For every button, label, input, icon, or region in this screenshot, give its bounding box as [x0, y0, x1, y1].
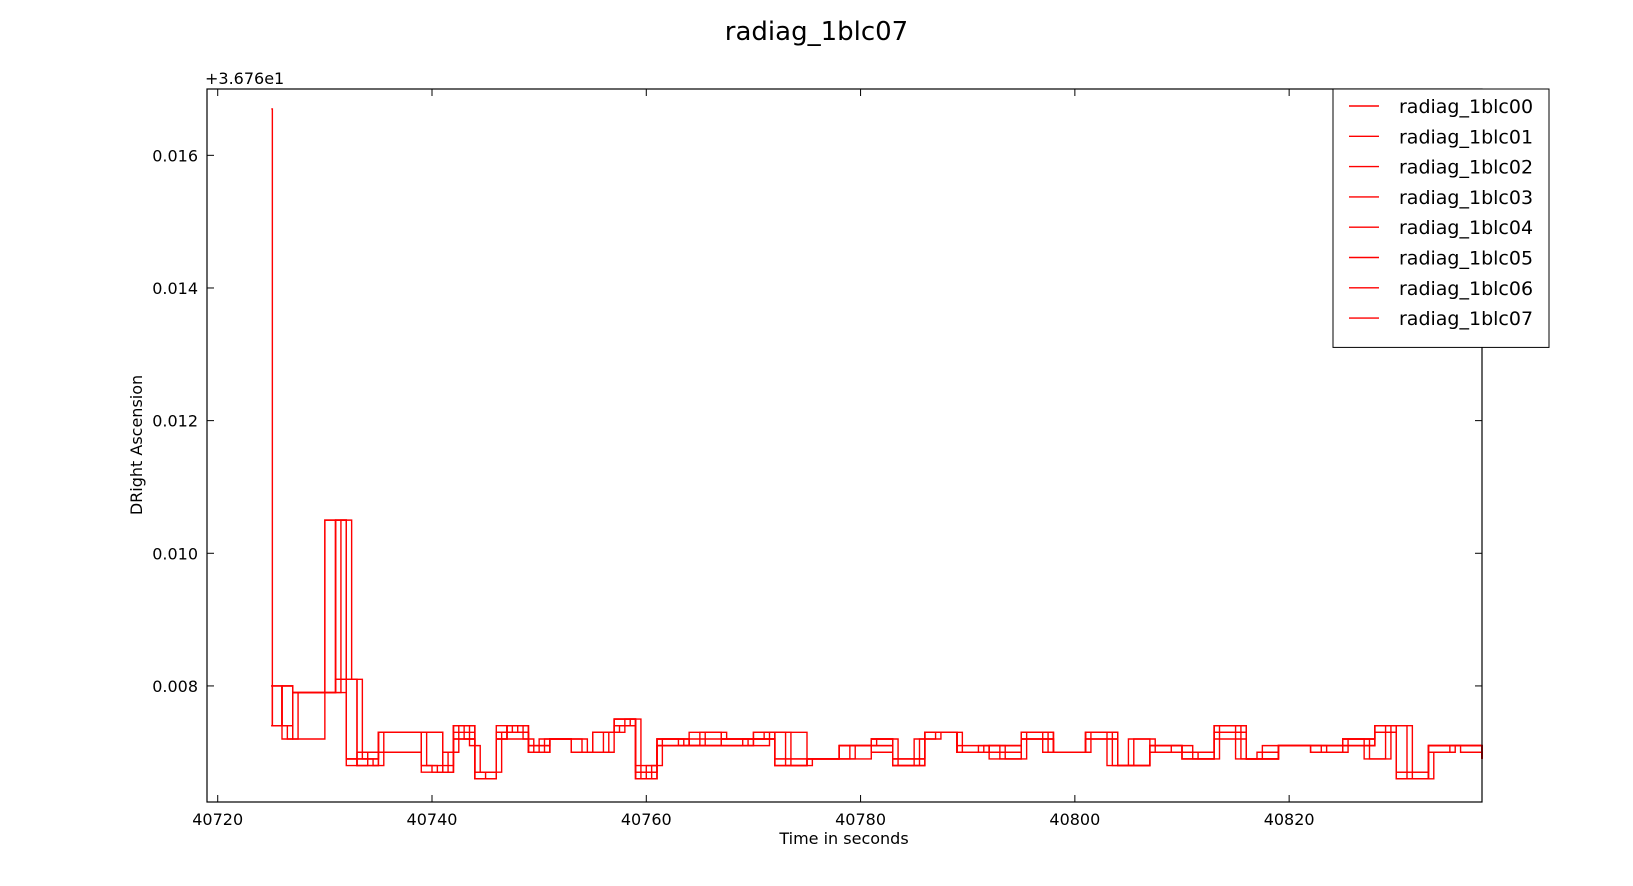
legend-box: [1332, 88, 1550, 348]
legend-entry: radiag_1blc07: [1399, 308, 1533, 330]
plot-frame: [206, 88, 1483, 803]
y-tick-label: 0.008: [152, 677, 198, 696]
legend-entry: radiag_1blc04: [1399, 217, 1533, 239]
x-tick-label: 40760: [621, 810, 672, 829]
legend-entry: radiag_1blc02: [1399, 157, 1533, 179]
x-tick-label: 40800: [1049, 810, 1100, 829]
legend: radiag_1blc00 radiag_1blc01 radiag_1blc02r…: [1332, 88, 1550, 348]
legend-entry: radiag_1blc03: [1399, 187, 1533, 209]
y-tick-label: 0.014: [152, 279, 198, 298]
x-tick-label: 40820: [1264, 810, 1315, 829]
x-axis-label: Time in seconds: [778, 829, 908, 848]
series-line-0: [271, 108, 1483, 780]
legend-entry: radiag_1blc00: [1399, 96, 1533, 118]
y-tick-label: 0.012: [152, 412, 198, 431]
x-tick-label: 40780: [835, 810, 886, 829]
y-axis: 0.008 0.010 0.012 0.014 0.016: [152, 146, 1482, 696]
series-line-7: [271, 519, 1483, 780]
y-axis-label: DRight Ascension: [127, 375, 146, 515]
y-tick-label: 0.016: [152, 146, 198, 165]
x-tick-label: 40720: [192, 810, 243, 829]
legend-entry: radiag_1blc05: [1399, 248, 1533, 270]
series-layer: [271, 108, 1483, 780]
legend-entry: radiag_1blc06: [1399, 278, 1533, 300]
y-offset-label: +3.676e1: [205, 69, 284, 88]
legend-entry: radiag_1blc01: [1399, 126, 1533, 148]
x-axis: 40720 40740 40760 40780 40800 40820: [192, 89, 1315, 829]
x-tick-label: 40740: [407, 810, 458, 829]
chart-title: radiag_1blc07: [725, 17, 908, 47]
y-tick-label: 0.010: [152, 544, 198, 563]
